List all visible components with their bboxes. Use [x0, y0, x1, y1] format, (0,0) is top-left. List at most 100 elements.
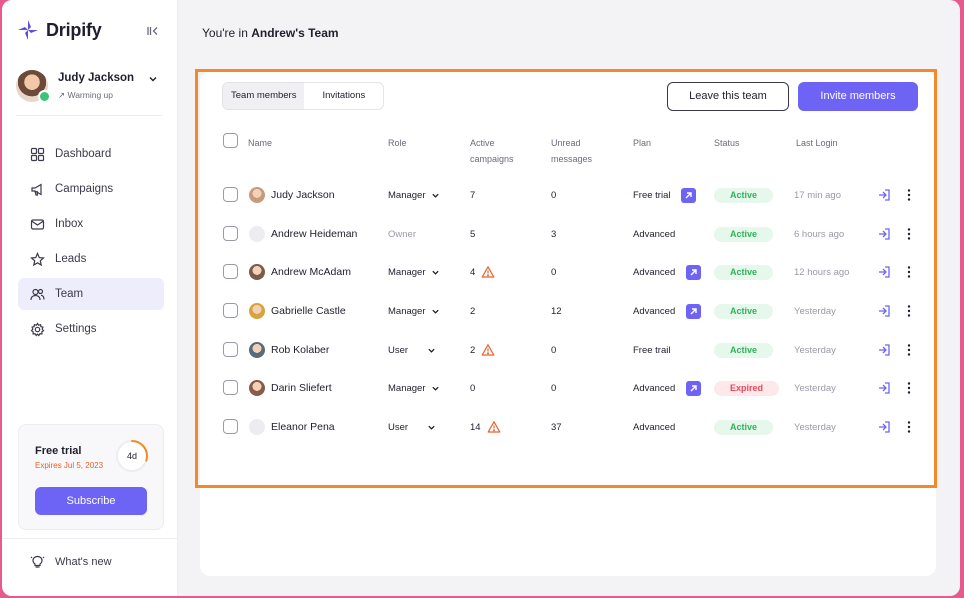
unread-messages-cell: 0	[551, 189, 557, 201]
active-campaigns-value: 2	[470, 305, 476, 317]
warning-icon[interactable]	[481, 265, 495, 279]
select-all-checkbox[interactable]	[223, 133, 238, 148]
table-row[interactable]: Andrew Heideman Owner 5 3 Advanced Activ…	[0, 219, 964, 249]
subscribe-button[interactable]: Subscribe	[35, 487, 147, 515]
chevron-down-icon[interactable]	[431, 384, 440, 393]
member-name-cell[interactable]: Andrew McAdam	[249, 257, 351, 287]
chevron-down-icon[interactable]	[431, 268, 440, 277]
login-as-button[interactable]	[877, 180, 891, 210]
login-as-button[interactable]	[877, 257, 891, 287]
row-checkbox[interactable]	[223, 342, 238, 357]
chevron-down-icon[interactable]	[431, 191, 440, 200]
role-cell[interactable]: Manager	[388, 296, 440, 326]
member-name-cell[interactable]: Eleanor Pena	[249, 412, 335, 442]
table-row[interactable]: Eleanor Pena User 14 37 Advanced Active Y…	[0, 412, 964, 442]
sidebar-item-inbox[interactable]: Inbox	[18, 208, 164, 240]
column-header-status[interactable]: Status	[714, 138, 740, 148]
collapse-sidebar-icon[interactable]	[146, 24, 160, 38]
sidebar-item-leads[interactable]: Leads	[18, 243, 164, 275]
role-cell[interactable]: User	[388, 335, 436, 365]
chevron-down-icon[interactable]	[148, 74, 158, 84]
sidebar-item-team[interactable]: Team	[18, 278, 164, 310]
tab-invitations[interactable]: Invitations	[322, 90, 366, 101]
table-row[interactable]: Darin Sliefert Manager 0 0 Advanced Expi…	[0, 373, 964, 403]
role-cell[interactable]: User	[388, 412, 436, 442]
row-menu-button[interactable]	[907, 335, 911, 365]
column-header-name[interactable]: Name	[248, 138, 273, 148]
chevron-down-icon[interactable]	[427, 346, 436, 355]
active-campaigns-value: 2	[470, 344, 476, 356]
role-cell[interactable]: Manager	[388, 180, 440, 210]
login-as-button[interactable]	[877, 373, 891, 403]
member-name-cell[interactable]: Rob Kolaber	[249, 335, 329, 365]
chevron-down-icon[interactable]	[427, 423, 436, 432]
status-cell: Active	[714, 219, 774, 249]
active-campaigns-cell: 14	[470, 412, 501, 442]
login-as-button[interactable]	[877, 335, 891, 365]
row-checkbox[interactable]	[223, 303, 238, 318]
role-value: Manager	[388, 266, 426, 278]
row-menu-button[interactable]	[907, 219, 911, 249]
column-header-active-campaigns[interactable]: Active campaigns	[470, 138, 514, 164]
member-name: Judy Jackson	[271, 189, 335, 201]
last-login-cell: Yesterday	[794, 421, 836, 433]
row-menu-button[interactable]	[907, 296, 911, 326]
member-name-cell[interactable]: Andrew Heideman	[249, 219, 357, 249]
sidebar-nav: Dashboard Campaigns Inbox Leads	[18, 138, 164, 348]
sidebar-item-campaigns[interactable]: Campaigns	[18, 173, 164, 205]
upgrade-plan-button[interactable]	[686, 380, 702, 396]
status-cell: Active	[714, 257, 774, 287]
table-row[interactable]: Andrew McAdam Manager 4 0 Advanced Activ…	[0, 257, 964, 287]
login-as-button[interactable]	[877, 296, 891, 326]
row-checkbox[interactable]	[223, 264, 238, 279]
member-name: Rob Kolaber	[271, 344, 330, 356]
table-row[interactable]: Judy Jackson Manager 7 0 Free trial Acti…	[0, 180, 964, 210]
more-vertical-icon	[907, 266, 911, 278]
login-icon	[879, 266, 890, 278]
unread-messages-cell: 37	[551, 421, 562, 433]
row-checkbox[interactable]	[223, 419, 238, 434]
table-row[interactable]: Gabrielle Castle Manager 2 12 Advanced A…	[0, 296, 964, 326]
plan-cell: Free trial	[633, 180, 697, 210]
column-header-role[interactable]: Role	[388, 138, 407, 148]
status-badge: Active	[714, 226, 774, 242]
role-cell[interactable]: Manager	[388, 257, 440, 287]
logo[interactable]: Dripify	[16, 18, 102, 42]
member-name-cell[interactable]: Judy Jackson	[249, 180, 335, 210]
plan-cell: Free trail	[633, 335, 670, 365]
sidebar-item-dashboard[interactable]: Dashboard	[18, 138, 164, 170]
column-header-unread-messages[interactable]: Unread messages	[551, 138, 593, 164]
upgrade-plan-button[interactable]	[681, 187, 697, 203]
tab-team-members[interactable]: Team members	[223, 83, 305, 109]
invite-members-button[interactable]: Invite members	[798, 82, 918, 111]
column-header-last-login[interactable]: Last Login	[796, 138, 838, 148]
role-cell[interactable]: Manager	[388, 373, 440, 403]
warning-icon[interactable]	[487, 420, 501, 434]
status-badge: Active	[714, 342, 774, 358]
member-name-cell[interactable]: Darin Sliefert	[249, 373, 332, 403]
active-campaigns-cell: 5	[470, 219, 475, 249]
leave-team-button[interactable]: Leave this team	[667, 82, 789, 111]
warning-icon[interactable]	[481, 343, 495, 357]
upgrade-plan-button[interactable]	[686, 303, 702, 319]
upgrade-plan-button[interactable]	[686, 264, 702, 280]
login-as-button[interactable]	[877, 219, 891, 249]
user-profile[interactable]: Judy Jackson ↗ Warming up	[16, 68, 162, 116]
row-checkbox[interactable]	[223, 226, 238, 241]
whats-new-link[interactable]: What's new	[30, 554, 112, 569]
row-menu-button[interactable]	[907, 257, 911, 287]
member-name-cell[interactable]: Gabrielle Castle	[249, 296, 346, 326]
login-as-button[interactable]	[877, 412, 891, 442]
row-checkbox[interactable]	[223, 187, 238, 202]
row-menu-button[interactable]	[907, 180, 911, 210]
row-checkbox[interactable]	[223, 380, 238, 395]
chevron-down-icon[interactable]	[431, 307, 440, 316]
row-menu-button[interactable]	[907, 373, 911, 403]
unread-messages-cell: 12	[551, 305, 562, 317]
column-header-plan[interactable]: Plan	[633, 138, 652, 148]
sidebar-item-settings[interactable]: Settings	[18, 313, 164, 345]
role-value: Manager	[388, 305, 426, 317]
active-campaigns-cell: 0	[470, 373, 475, 403]
row-menu-button[interactable]	[907, 412, 911, 442]
table-row[interactable]: Rob Kolaber User 2 0 Free trail Active Ye…	[0, 335, 964, 365]
